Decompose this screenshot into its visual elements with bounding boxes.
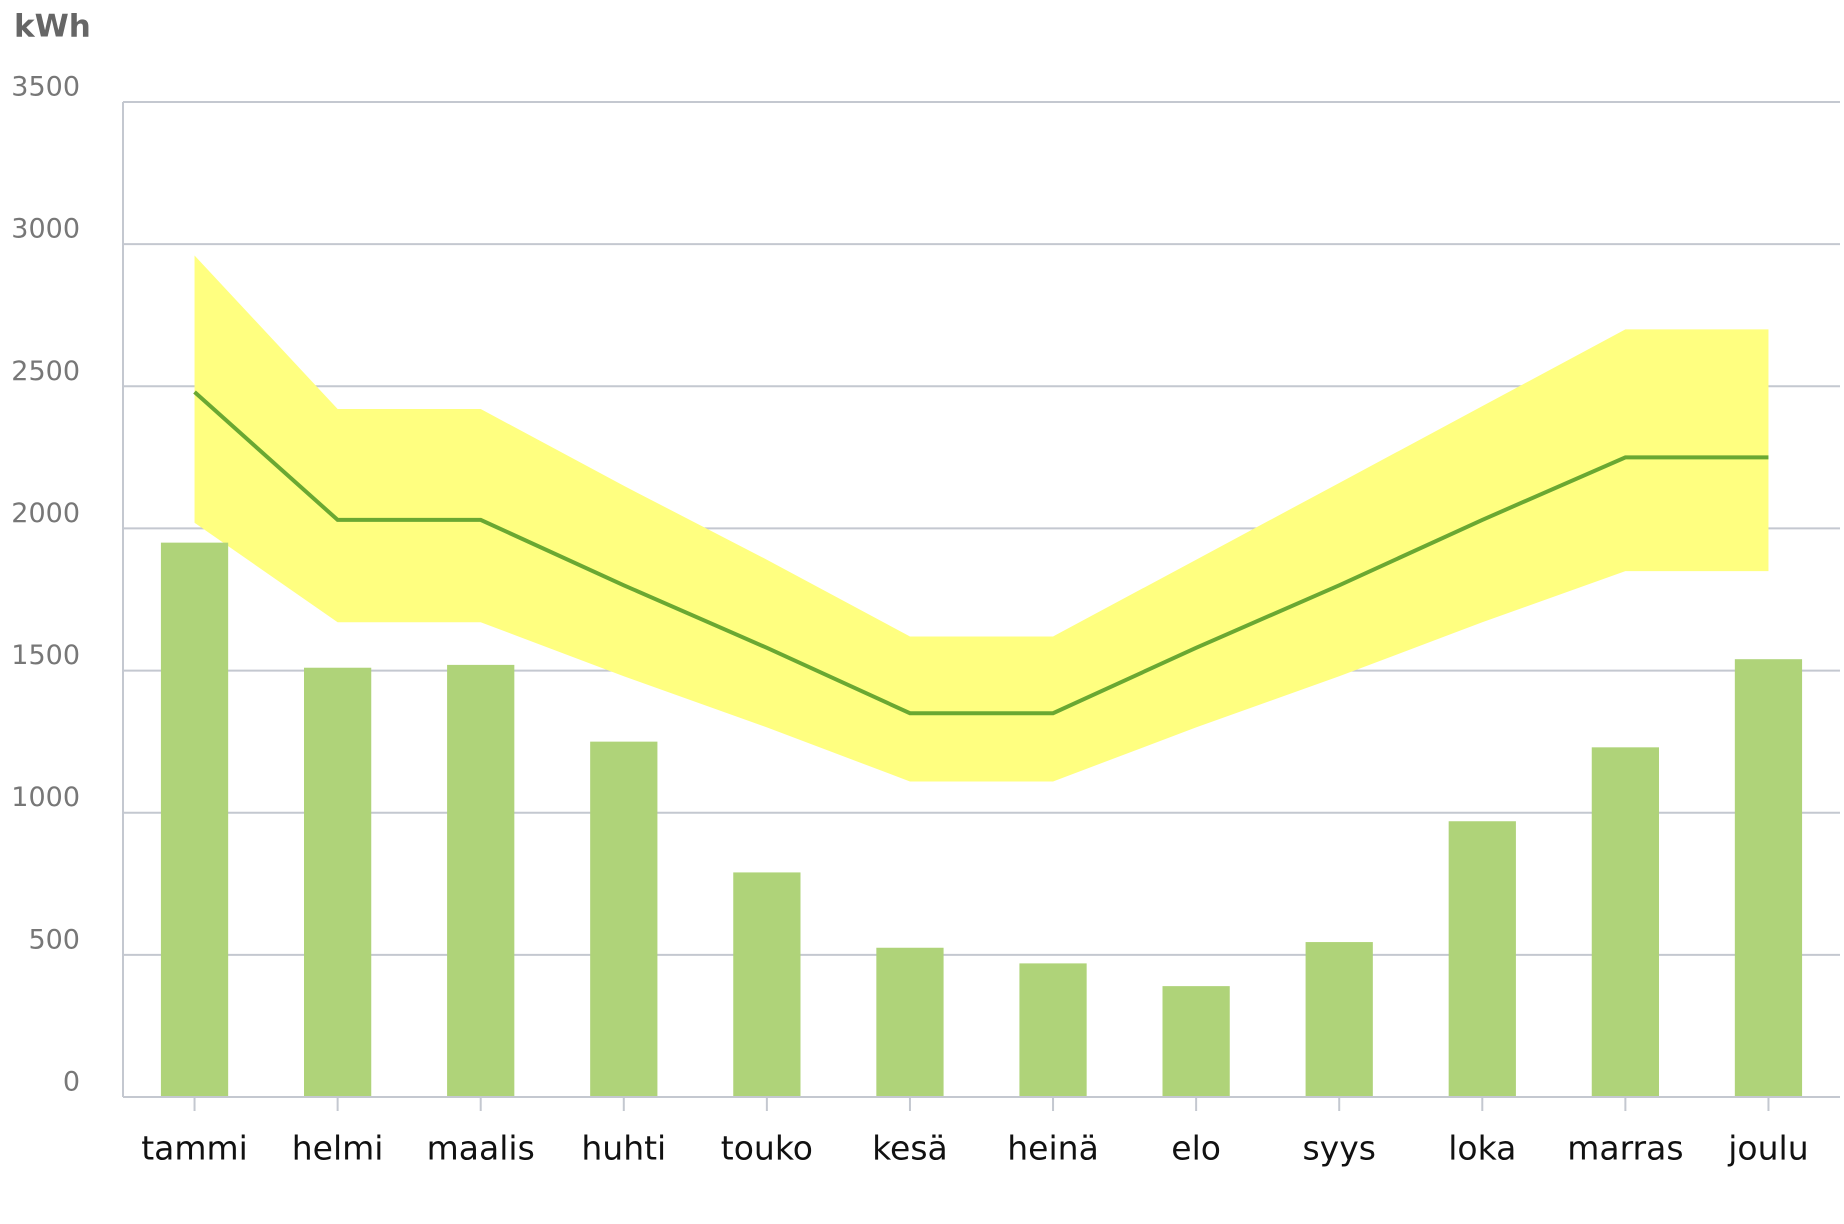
y-axis-label: kWh	[14, 9, 91, 45]
y-tick-label: 500	[28, 924, 80, 955]
y-tick-label: 2000	[11, 498, 80, 529]
line	[193, 390, 1769, 716]
y-tick-label: 2500	[11, 356, 80, 387]
bar	[1305, 942, 1373, 1097]
x-tick-label: helmi	[292, 1129, 384, 1168]
y-tick-label: 1500	[11, 640, 80, 671]
x-tick-label: joulu	[1727, 1129, 1808, 1168]
x-tick-label: tammi	[141, 1129, 248, 1168]
y-tick-label: 0	[63, 1067, 80, 1098]
bar	[160, 542, 229, 1097]
bar	[304, 667, 372, 1097]
range-band	[194, 255, 1769, 782]
bar	[733, 872, 801, 1097]
x-tick-label: touko	[721, 1129, 813, 1168]
bar	[1019, 963, 1087, 1097]
x-tick-label: heinä	[1007, 1129, 1099, 1168]
x-tick-label: loka	[1448, 1129, 1516, 1168]
y-tick-label: 3500	[11, 72, 80, 103]
bar	[1591, 747, 1659, 1097]
x-tick-label: maalis	[427, 1129, 535, 1168]
x-tick-label: syys	[1302, 1129, 1375, 1168]
y-tick-label: 1000	[11, 782, 80, 813]
bar	[1162, 986, 1230, 1097]
x-tick-label: elo	[1171, 1129, 1221, 1168]
bar	[876, 947, 944, 1097]
bar	[447, 664, 515, 1097]
y-tick-label: 3000	[11, 214, 80, 245]
x-tick-label: marras	[1567, 1129, 1683, 1168]
bar	[590, 741, 658, 1097]
x-tick-label: huhti	[581, 1129, 666, 1168]
bar	[1448, 821, 1516, 1097]
bar	[1734, 659, 1803, 1097]
x-tick-label: kesä	[872, 1129, 948, 1168]
